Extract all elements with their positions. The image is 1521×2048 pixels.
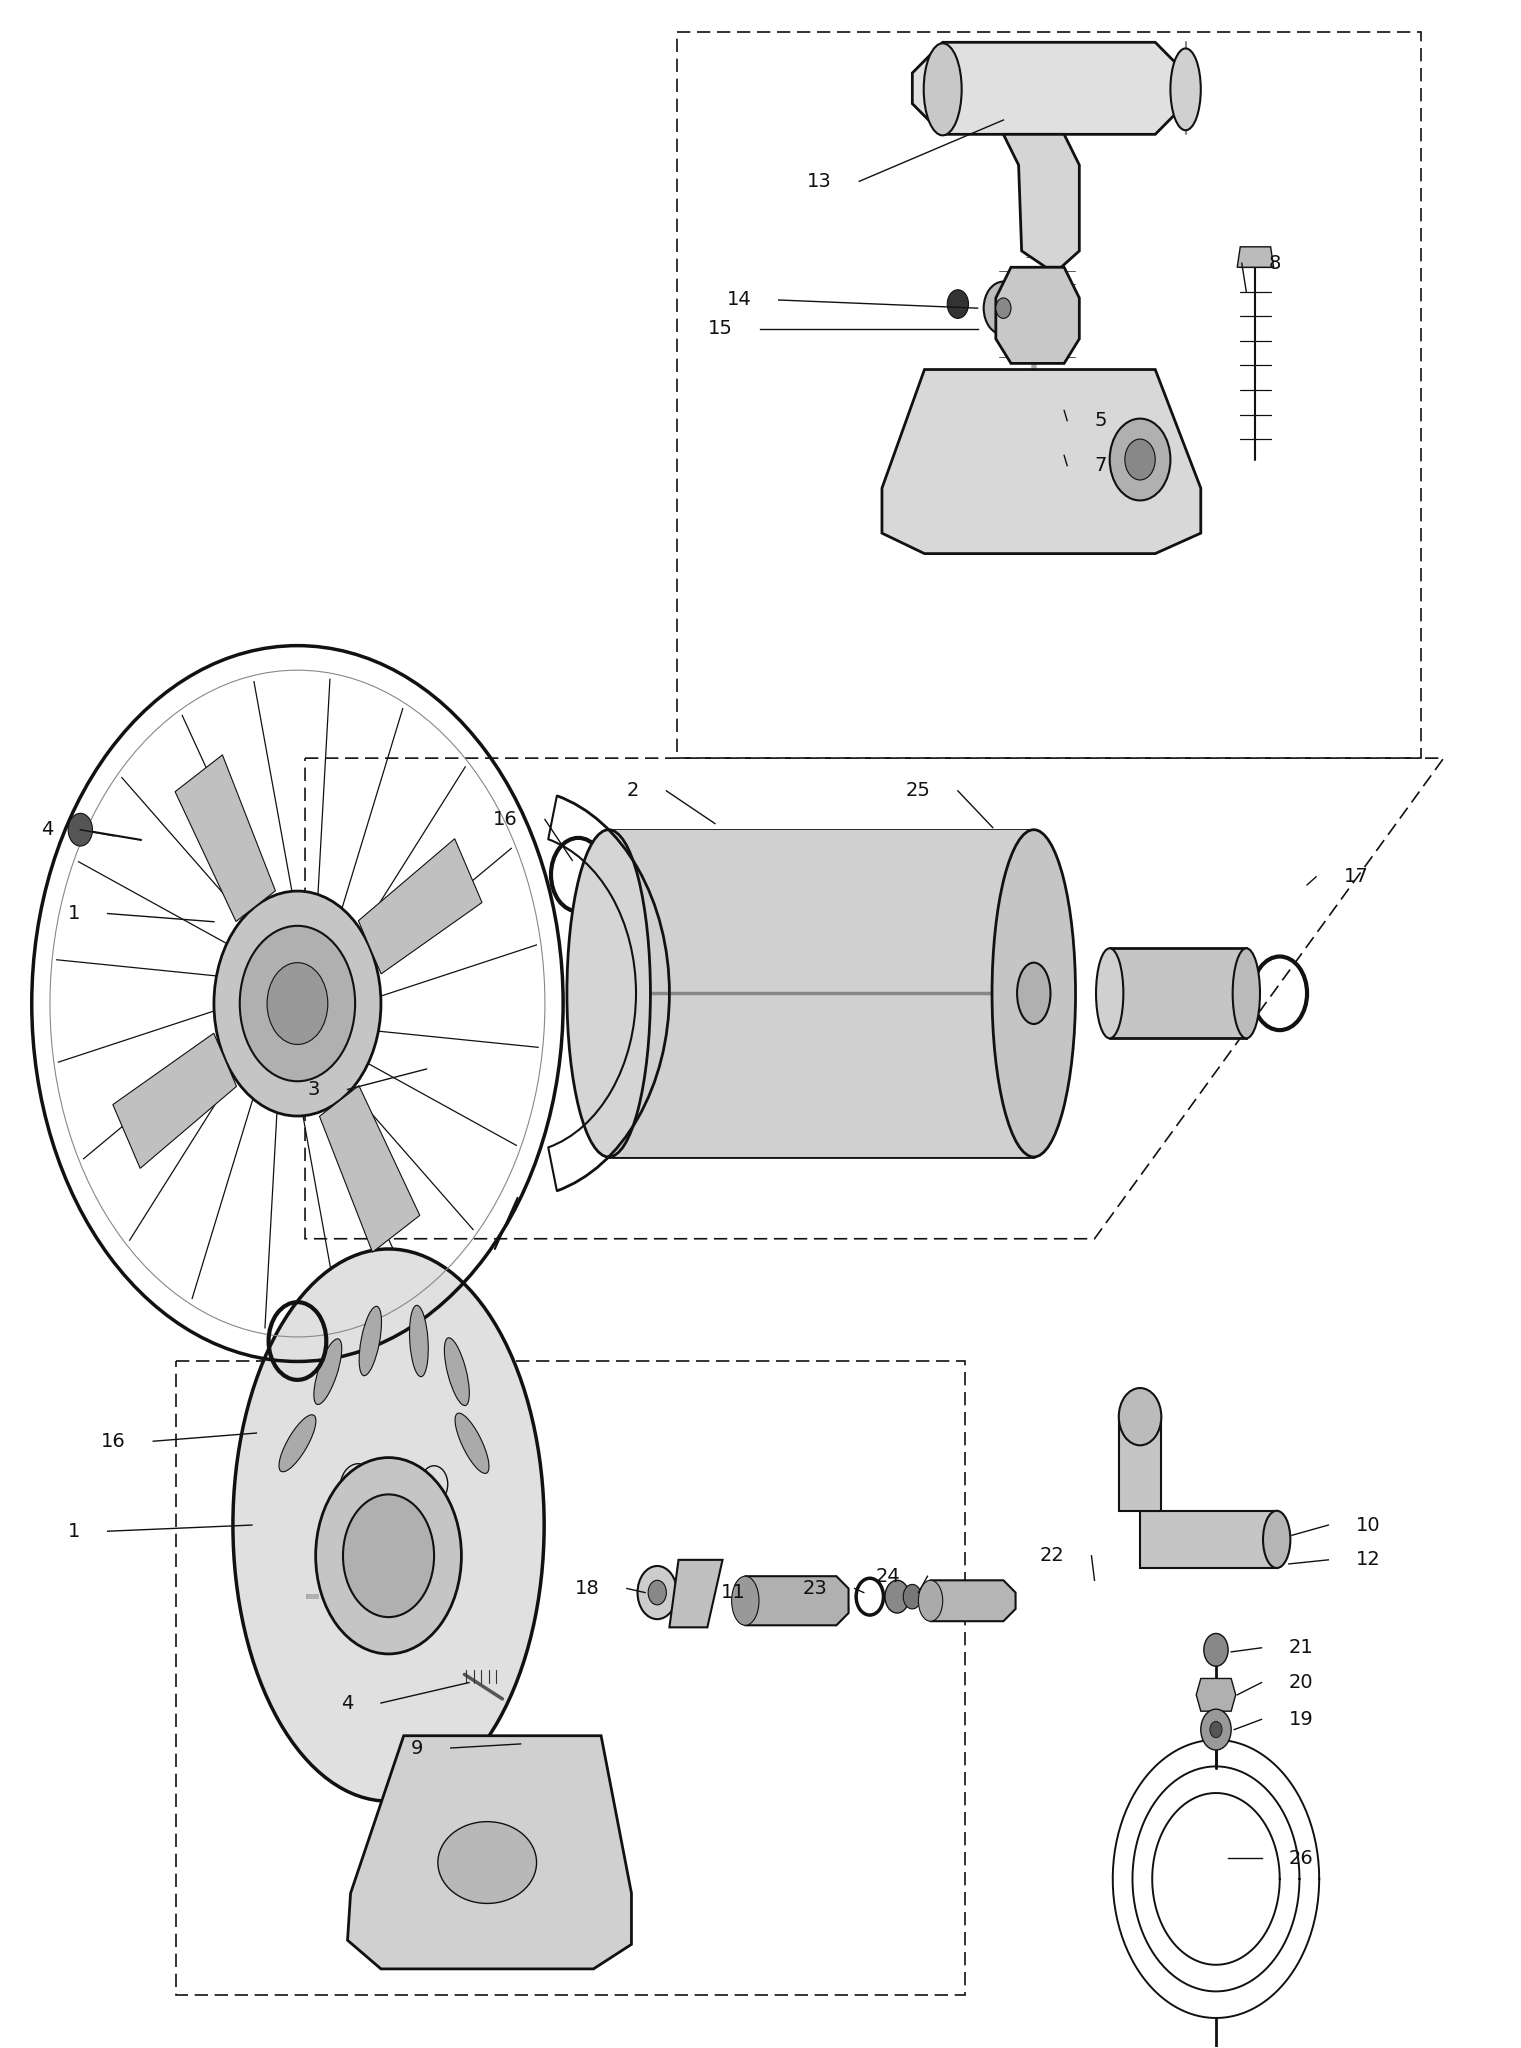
Text: 18: 18 bbox=[575, 1579, 599, 1597]
Text: 20: 20 bbox=[1288, 1673, 1314, 1692]
Polygon shape bbox=[1110, 948, 1246, 1038]
Polygon shape bbox=[319, 1085, 420, 1251]
Text: 12: 12 bbox=[1355, 1550, 1381, 1569]
Text: 22: 22 bbox=[1039, 1546, 1065, 1565]
Polygon shape bbox=[347, 1737, 631, 1968]
Polygon shape bbox=[1004, 135, 1080, 268]
Text: 3: 3 bbox=[307, 1079, 321, 1100]
Ellipse shape bbox=[919, 1581, 943, 1622]
Text: 9: 9 bbox=[411, 1739, 423, 1757]
Polygon shape bbox=[1196, 1679, 1235, 1712]
Polygon shape bbox=[113, 1034, 236, 1167]
Circle shape bbox=[214, 891, 380, 1116]
Polygon shape bbox=[996, 268, 1080, 362]
Ellipse shape bbox=[732, 1577, 759, 1626]
Text: 4: 4 bbox=[341, 1694, 353, 1712]
Polygon shape bbox=[1237, 248, 1273, 268]
Polygon shape bbox=[73, 821, 88, 838]
Circle shape bbox=[1126, 438, 1156, 479]
Ellipse shape bbox=[1262, 1511, 1290, 1569]
Polygon shape bbox=[913, 43, 1185, 135]
Circle shape bbox=[637, 1567, 677, 1620]
Circle shape bbox=[996, 297, 1011, 317]
Text: 17: 17 bbox=[1343, 866, 1369, 887]
Ellipse shape bbox=[1018, 963, 1051, 1024]
Text: 13: 13 bbox=[808, 172, 832, 190]
Circle shape bbox=[1200, 1710, 1230, 1751]
Ellipse shape bbox=[567, 829, 651, 1157]
Circle shape bbox=[948, 289, 969, 317]
Circle shape bbox=[1110, 418, 1171, 500]
Text: 19: 19 bbox=[1288, 1710, 1314, 1729]
Ellipse shape bbox=[359, 1307, 382, 1376]
Text: 10: 10 bbox=[1355, 1516, 1380, 1534]
Polygon shape bbox=[735, 1577, 849, 1626]
Polygon shape bbox=[1119, 1417, 1162, 1511]
Circle shape bbox=[984, 281, 1024, 334]
Text: 16: 16 bbox=[493, 809, 517, 829]
Circle shape bbox=[1203, 1634, 1227, 1667]
Circle shape bbox=[344, 1495, 433, 1618]
Ellipse shape bbox=[409, 1305, 429, 1376]
Polygon shape bbox=[922, 1581, 1016, 1622]
Ellipse shape bbox=[444, 1337, 470, 1405]
Text: 8: 8 bbox=[1269, 254, 1282, 272]
Text: 23: 23 bbox=[803, 1579, 827, 1597]
Text: 4: 4 bbox=[41, 819, 53, 840]
Polygon shape bbox=[1141, 1511, 1276, 1569]
Text: 21: 21 bbox=[1288, 1638, 1314, 1657]
Text: 24: 24 bbox=[876, 1567, 900, 1585]
Text: 2: 2 bbox=[627, 782, 639, 801]
Ellipse shape bbox=[992, 829, 1075, 1157]
Circle shape bbox=[316, 1458, 461, 1655]
Polygon shape bbox=[175, 756, 275, 922]
Ellipse shape bbox=[1097, 948, 1124, 1038]
Text: 5: 5 bbox=[1095, 412, 1107, 430]
Ellipse shape bbox=[1232, 948, 1259, 1038]
Polygon shape bbox=[669, 1561, 722, 1628]
Text: 1: 1 bbox=[68, 1522, 81, 1540]
Text: 11: 11 bbox=[721, 1583, 745, 1602]
Ellipse shape bbox=[278, 1415, 316, 1473]
Ellipse shape bbox=[923, 43, 961, 135]
Text: 16: 16 bbox=[100, 1432, 126, 1450]
Ellipse shape bbox=[313, 1339, 342, 1405]
Circle shape bbox=[885, 1581, 910, 1614]
Text: 15: 15 bbox=[709, 319, 733, 338]
Circle shape bbox=[648, 1581, 666, 1606]
Ellipse shape bbox=[233, 1249, 545, 1800]
Circle shape bbox=[1119, 1389, 1162, 1446]
Text: IIIIIII: IIIIIII bbox=[306, 1593, 319, 1599]
Ellipse shape bbox=[1171, 49, 1200, 131]
Text: 1: 1 bbox=[68, 903, 81, 924]
Circle shape bbox=[268, 963, 329, 1044]
Ellipse shape bbox=[438, 1821, 537, 1903]
Circle shape bbox=[903, 1585, 922, 1610]
Text: 7: 7 bbox=[1095, 457, 1107, 475]
Ellipse shape bbox=[455, 1413, 490, 1473]
Text: 26: 26 bbox=[1288, 1849, 1314, 1868]
Circle shape bbox=[1209, 1722, 1221, 1739]
Polygon shape bbox=[359, 840, 482, 975]
Polygon shape bbox=[882, 369, 1200, 553]
Text: 25: 25 bbox=[905, 782, 931, 801]
Polygon shape bbox=[608, 829, 1034, 1157]
Circle shape bbox=[240, 926, 354, 1081]
Text: 14: 14 bbox=[727, 291, 751, 309]
Circle shape bbox=[68, 813, 93, 846]
